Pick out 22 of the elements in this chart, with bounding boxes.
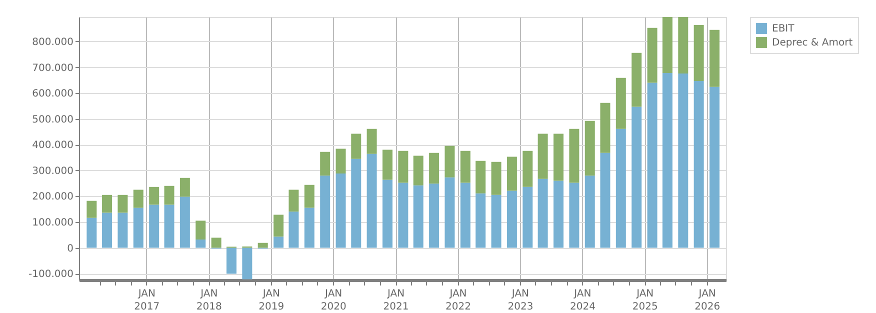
y-tick-label: 300.000 (32, 166, 74, 177)
x-tick-label: JAN 2026 (694, 288, 720, 312)
x-tick-label: JAN 2017 (134, 288, 160, 312)
y-tick-label: 400.000 (32, 140, 74, 152)
y-tick-label: -100.000 (28, 269, 74, 280)
y-tick-label: 200.000 (32, 192, 74, 203)
x-tick-label: JAN 2018 (196, 288, 222, 312)
y-tick-label: 800.000 (32, 36, 74, 48)
x-tick-label: JAN 2023 (508, 288, 534, 312)
y-tick-label: 100.000 (32, 217, 74, 228)
x-tick-label: JAN 2019 (258, 288, 284, 312)
x-tick-label: JAN 2022 (446, 288, 471, 312)
legend-label: EBIT (772, 24, 796, 34)
y-tick-label: 700.000 (32, 62, 74, 74)
y-tick-label: 600.000 (32, 88, 74, 100)
x-tick-label: JAN 2020 (320, 288, 346, 312)
y-tick-label: 500.000 (32, 114, 74, 126)
x-tick-label: JAN 2021 (383, 288, 409, 312)
legend-label: Deprec & Amort (772, 38, 853, 48)
x-tick-label: JAN 2024 (570, 288, 596, 312)
y-tick-label: 0 (67, 243, 74, 254)
x-tick-label: JAN 2025 (632, 288, 658, 312)
